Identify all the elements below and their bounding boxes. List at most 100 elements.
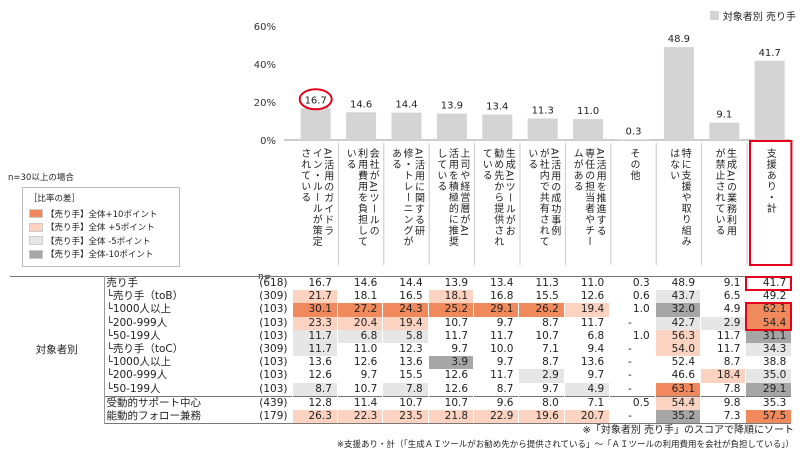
bar bbox=[391, 112, 422, 140]
table-cell: 19.6 bbox=[518, 409, 565, 425]
table-cell: 62.1 bbox=[745, 303, 792, 317]
table-cell: 6.8 bbox=[336, 329, 383, 343]
table-cell: 18.1 bbox=[336, 290, 383, 304]
table-cell: 14.4 bbox=[382, 276, 429, 291]
table-cell: 25.2 bbox=[427, 303, 474, 317]
data-label: 41.7 bbox=[759, 48, 781, 59]
table-cell: 11.3 bbox=[518, 276, 565, 291]
bar bbox=[300, 108, 331, 140]
footnote-sort: ※「対象者別 売り手」のスコアで降順にソート bbox=[582, 425, 794, 436]
table-cell: 7.1 bbox=[518, 342, 565, 357]
table-cell: 46.6 bbox=[654, 369, 701, 383]
table-cell: 54.0 bbox=[654, 342, 701, 357]
table-cell: 38.8 bbox=[745, 356, 792, 370]
table-row: 受動的サポート中心 (439) 12.8 11.4 10.7 10.7 9.6 8.0 7.1 0… bbox=[10, 395, 792, 410]
table-cell: - bbox=[609, 316, 656, 330]
table-cell: 12.6 bbox=[427, 382, 474, 397]
table-cell: 35.2 bbox=[654, 409, 701, 425]
row-n: (309) bbox=[259, 343, 288, 356]
table-cell: 13.4 bbox=[473, 276, 519, 291]
row-label: 受動的サポート中心 bbox=[104, 395, 252, 410]
table-row: └200-999人 (103) 12.6 9.7 15.5 12.6 11.7 2.9 9.7-… bbox=[10, 369, 792, 383]
data-label: 0.3 bbox=[626, 126, 642, 137]
row-n: (103) bbox=[259, 316, 288, 329]
row-n: (309) bbox=[259, 290, 288, 303]
table-row: └50-199人 (103) 8.7 10.7 7.8 12.6 8.7 9.7 4.9-63.… bbox=[10, 382, 792, 397]
table-row: └50-199人 (103) 11.7 6.8 5.8 11.7 11.7 10.7 6.8 1.… bbox=[10, 329, 792, 343]
data-label: 16.7 bbox=[305, 95, 327, 106]
category-label: イン・ルールが策定 bbox=[310, 148, 322, 247]
table-cell: 23.3 bbox=[291, 316, 338, 330]
y-tick-label: 0% bbox=[260, 136, 276, 147]
category-label: 専任の担当者やチー bbox=[583, 148, 595, 247]
table-cell: 23.5 bbox=[382, 409, 429, 425]
table-cell: 7.3 bbox=[700, 409, 746, 425]
category-label: いる bbox=[344, 148, 355, 170]
table-cell: 16.7 bbox=[291, 276, 338, 291]
category-label: が禁止されている bbox=[713, 147, 725, 236]
y-tick-label: 20% bbox=[254, 98, 276, 109]
table-cell: 29.1 bbox=[473, 303, 519, 317]
table-cell: 2.9 bbox=[518, 369, 565, 383]
table-cell: 9.1 bbox=[700, 276, 746, 291]
bar bbox=[346, 112, 377, 140]
diff-legend-swatch bbox=[29, 209, 43, 219]
row-label: └200-999人 bbox=[106, 316, 168, 329]
table-cell: 42.7 bbox=[654, 316, 701, 330]
table-cell: 21.7 bbox=[291, 290, 338, 304]
table-cell: 11.7 bbox=[427, 329, 474, 343]
table-cell: 22.3 bbox=[336, 409, 383, 425]
table-cell: 9.7 bbox=[336, 369, 383, 383]
bar bbox=[754, 60, 785, 140]
table-cell: 10.7 bbox=[518, 329, 565, 343]
table-cell: 22.9 bbox=[473, 409, 519, 425]
diff-legend-label: 【売り手】全体 +5ポイント bbox=[46, 223, 155, 234]
table-cell: 11.7 bbox=[473, 369, 519, 383]
category-label: 上司や経営層がAI bbox=[458, 148, 470, 237]
diff-legend-label: 【売り手】全体 -5ポイント bbox=[46, 236, 151, 247]
category-label: 修・トレーニングが bbox=[401, 147, 413, 247]
category-label: ある bbox=[390, 148, 401, 170]
table-cell: 15.5 bbox=[518, 290, 565, 304]
table-cell: 11.7 bbox=[563, 316, 610, 330]
table-cell: 63.1 bbox=[654, 382, 701, 397]
category-label: その他 bbox=[628, 148, 640, 181]
table-cell: 13.6 bbox=[563, 356, 610, 370]
table-cell: - bbox=[609, 342, 656, 357]
table-cell: 10.7 bbox=[382, 395, 429, 410]
table-cell: 41.7 bbox=[745, 276, 792, 291]
bar bbox=[709, 122, 740, 140]
data-label: 14.6 bbox=[350, 99, 372, 110]
table-cell: 12.3 bbox=[382, 342, 429, 357]
table-cell: 57.5 bbox=[745, 409, 792, 425]
table-cell: 52.4 bbox=[654, 356, 701, 370]
table-cell: 6.8 bbox=[563, 329, 610, 343]
category-label: AI活用を推進する bbox=[594, 148, 606, 237]
table-cell: 1.0 bbox=[609, 329, 656, 343]
category-label: 支援あり・計 bbox=[764, 148, 776, 214]
table-row: └売り手（toB） (309) 21.7 18.1 16.5 18.1 16.8 15.5 12… bbox=[10, 290, 792, 304]
y-tick-label: 60% bbox=[254, 22, 276, 33]
diff-legend-item: 【売り手】全体 -5ポイント bbox=[29, 234, 173, 248]
table-cell: 6.5 bbox=[700, 290, 746, 304]
category-label: いる bbox=[526, 148, 537, 170]
row-label: └売り手（toC） bbox=[106, 343, 184, 356]
table-cell: 7.8 bbox=[700, 382, 746, 397]
table-cell: 24.3 bbox=[382, 303, 429, 317]
n30-note: n=30以上の場合 bbox=[8, 173, 74, 183]
table-cell: 56.3 bbox=[654, 329, 701, 343]
table-cell: 21.8 bbox=[427, 409, 474, 425]
data-label: 11.0 bbox=[577, 106, 599, 117]
table-cell: 9.7 bbox=[427, 342, 474, 357]
row-label: └50-199人 bbox=[106, 382, 161, 395]
table-row: 対象者別 売り手 (618) 16.7 14.6 14.4 13.9 13.4 11.3 11.0… bbox=[10, 275, 792, 424]
table-cell: 26.3 bbox=[291, 409, 338, 425]
table-row: 能動的フォロー兼務 (179) 26.3 22.3 23.5 21.8 22.9 19.6 20… bbox=[10, 409, 792, 425]
series-swatch bbox=[709, 11, 719, 20]
diff-legend-swatch bbox=[29, 222, 43, 232]
table-cell: 8.0 bbox=[518, 395, 565, 410]
table-cell: - bbox=[609, 369, 656, 383]
category-label: 勧め先から提供され bbox=[492, 147, 504, 247]
table-cell: 29.1 bbox=[745, 382, 792, 397]
